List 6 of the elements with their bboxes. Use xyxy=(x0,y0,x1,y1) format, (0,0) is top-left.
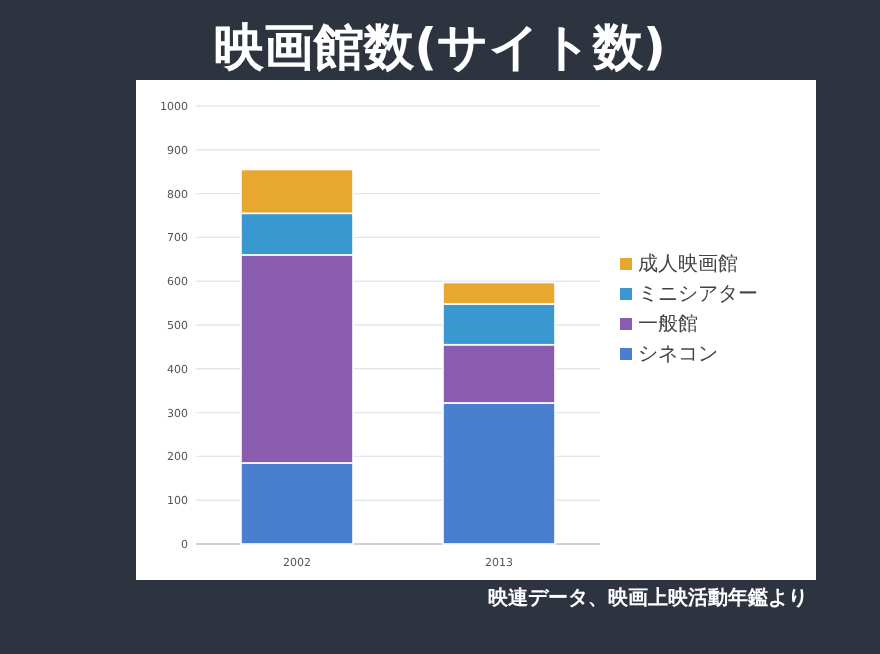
legend-label: 成人映画館 xyxy=(638,252,738,276)
text: 映連データ、映画上映活動年鑑より xyxy=(488,586,808,610)
legend-label: シネコン xyxy=(638,344,718,366)
chart-title: 映画館数(サイト数) xyxy=(214,18,666,76)
legend-label: ミニシアター xyxy=(638,284,758,306)
legend-label: 一般館 xyxy=(638,314,698,336)
